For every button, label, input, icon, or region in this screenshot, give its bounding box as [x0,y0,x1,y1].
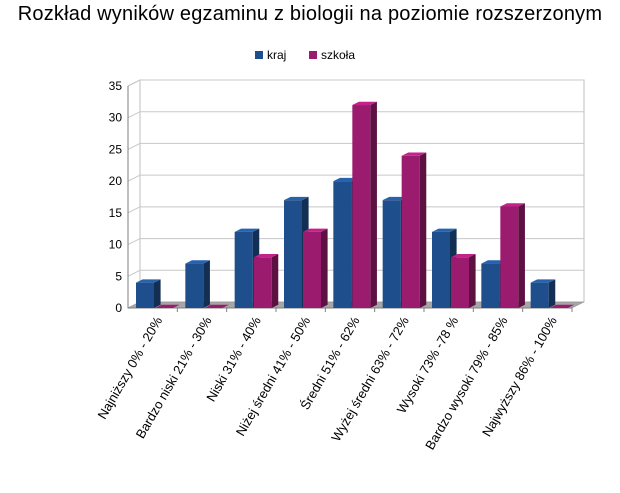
bar-szkoła-7 [451,253,476,308]
legend-label: szkoła [321,48,355,62]
bar-front [432,231,450,308]
bar-zero [549,304,575,308]
bar-kraj-1 [136,279,161,308]
bar-front [451,257,469,308]
bar-top [136,279,161,283]
bar-szkoła-2 [204,304,229,308]
bar-szkoła-5 [352,101,377,309]
y-tick-label: 25 [109,142,123,156]
bar-szkoła-1 [155,304,180,308]
bar-side [548,279,556,308]
bar-front [136,282,154,308]
x-axis-labels: Najniższy 0% - 20%Bardzo niski 21% - 30%… [94,308,573,452]
bar-top [352,101,377,106]
bar-kraj-9 [530,279,556,308]
y-tick-label: 15 [109,206,123,220]
bar-front [253,257,272,308]
legend: kraj szkoła [255,48,355,62]
bar-front [401,155,420,308]
bar-front [185,263,204,308]
y-tick-label: 0 [115,301,122,315]
bar-front [333,181,352,308]
bar-top [500,203,525,207]
chart-title: Rozkład wyników egzaminu z biologii na p… [17,3,603,25]
bar-front [284,200,302,308]
bar-side [419,152,427,308]
y-tick-label: 20 [109,174,123,188]
bar-top [253,253,279,258]
bar-side [518,203,525,308]
bar-front [481,263,500,308]
gridline [127,79,584,87]
bar-side [271,253,279,308]
bar-top [234,228,260,232]
legend-label: kraj [267,48,286,62]
y-tick-label: 5 [115,269,122,283]
bar-top [284,196,309,201]
bar-side [370,101,377,308]
gridline [127,111,584,119]
gridline [127,142,584,150]
bar-front [500,206,519,308]
legend-swatch [255,51,263,59]
bars [136,101,575,309]
bar-front [382,200,401,308]
bar-side [321,228,328,308]
bar-top [481,260,506,264]
bar-top [333,177,358,182]
bar-top [185,260,210,264]
bar-top [432,228,457,232]
gridline [127,174,584,182]
bar-szkoła-4 [303,228,328,308]
bar-szkoła-9 [549,304,575,308]
bar-side [469,253,476,308]
bar-szkoła-3 [253,253,279,308]
bar-top [451,253,476,258]
gridlines [127,79,584,277]
y-axis-ticks: 0 5 10 15 20 25 30 35 [109,79,123,315]
bar-front [352,105,371,309]
bar-front [234,231,253,308]
bar-zero [204,304,229,308]
bar-szkoła-6 [401,152,427,308]
bar-side [203,260,210,308]
bar-zero [155,304,180,308]
bar-top [303,228,328,232]
bar-kraj-2 [185,260,210,308]
legend-swatch [309,51,317,59]
bar-front [303,231,321,308]
legend-item-1: kraj [255,48,286,62]
bar-szkoła-8 [500,203,525,308]
legend-item-2: szkoła [309,48,355,62]
y-tick-label: 10 [109,238,123,252]
bar-top [530,279,556,283]
y-tick-label: 35 [109,79,123,93]
y-tick-label: 30 [109,111,123,125]
bar-top [382,196,408,201]
gridline [127,206,584,214]
bar-top [401,152,427,156]
bar-front [530,282,549,308]
bar-side [154,279,161,308]
